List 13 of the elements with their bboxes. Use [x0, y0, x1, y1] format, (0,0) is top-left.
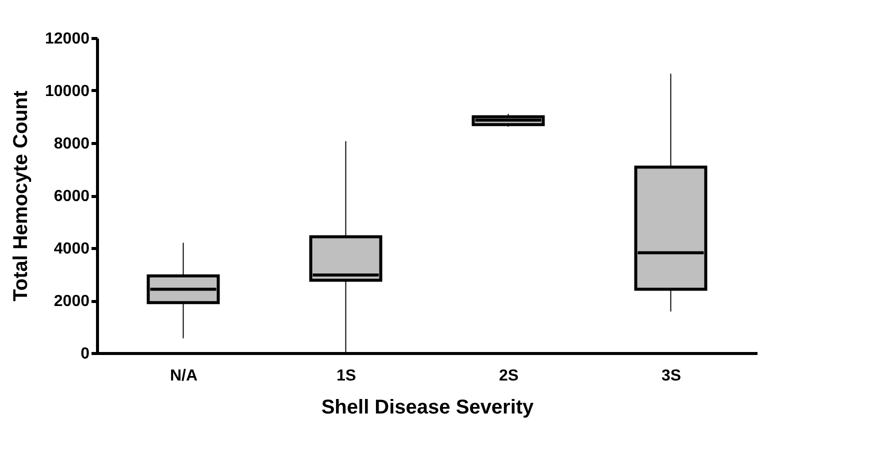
x-axis-title: Shell Disease Severity — [321, 396, 535, 418]
y-tick-label: 8000 — [54, 136, 90, 152]
x-tick-label: 3S — [661, 368, 682, 384]
x-tick-label: N/A — [170, 368, 198, 384]
x-tick-label: 2S — [498, 368, 519, 384]
y-tick-label: 12000 — [45, 30, 90, 48]
y-tick-label: 10000 — [45, 83, 90, 100]
y-tick-label: 4000 — [54, 240, 90, 258]
y-tick-label: 2000 — [54, 293, 90, 310]
y-tick-label: 0 — [80, 346, 90, 362]
y-tick-label: 6000 — [54, 188, 90, 205]
y-axis-title: Total Hemocyte Count — [10, 90, 32, 302]
x-tick-label: 1S — [336, 368, 356, 384]
